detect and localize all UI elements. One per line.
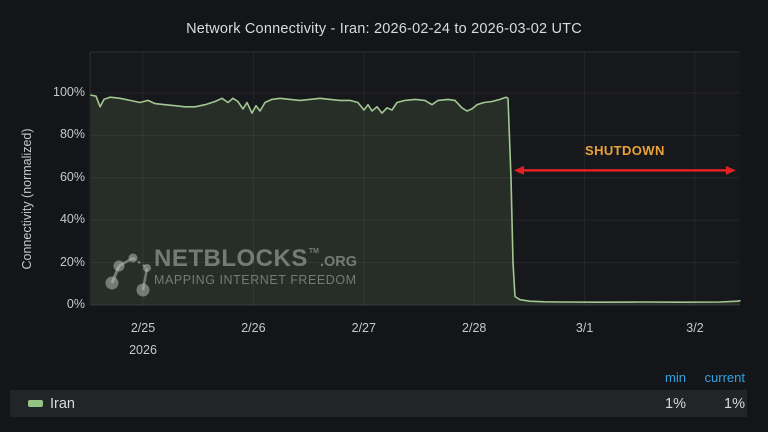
x-tick-label: 2/25 [130,321,156,335]
shutdown-arrowhead-left [513,165,524,175]
y-tick-label: 0% [66,297,85,311]
y-tick-label: 40% [59,212,85,227]
legend-min-value: 1% [665,396,686,412]
legend-current-value: 1% [724,396,745,412]
x-tick-label: 3/1 [575,321,594,335]
shutdown-annotation-label: SHUTDOWN [585,143,665,159]
x-axis-year-label: 2026 [129,343,157,357]
y-tick-label: 100% [53,85,85,99]
y-tick-label: 60% [59,169,85,184]
y-tick-label: 80% [59,127,85,142]
chart-title: Network Connectivity - Iran: 2026-02-24 … [186,21,582,37]
shutdown-arrowhead-right [725,165,736,175]
legend-row-iran[interactable]: Iran [10,390,747,417]
series-name: Iran [50,395,75,412]
series-area-iran [91,95,740,305]
x-tick-label: 2/27 [351,321,376,335]
x-tick-label: 2/28 [462,321,487,335]
connectivity-chart [89,51,741,306]
x-tick-label: 2/26 [241,321,266,335]
legend-min-header[interactable]: min [665,370,686,385]
plot-area [90,52,740,305]
series-swatch [28,400,43,407]
series-line-iran [90,94,741,303]
x-tick-label: 3/2 [686,321,704,335]
y-tick-label: 20% [59,254,85,269]
legend-current-header[interactable]: current [704,370,745,385]
